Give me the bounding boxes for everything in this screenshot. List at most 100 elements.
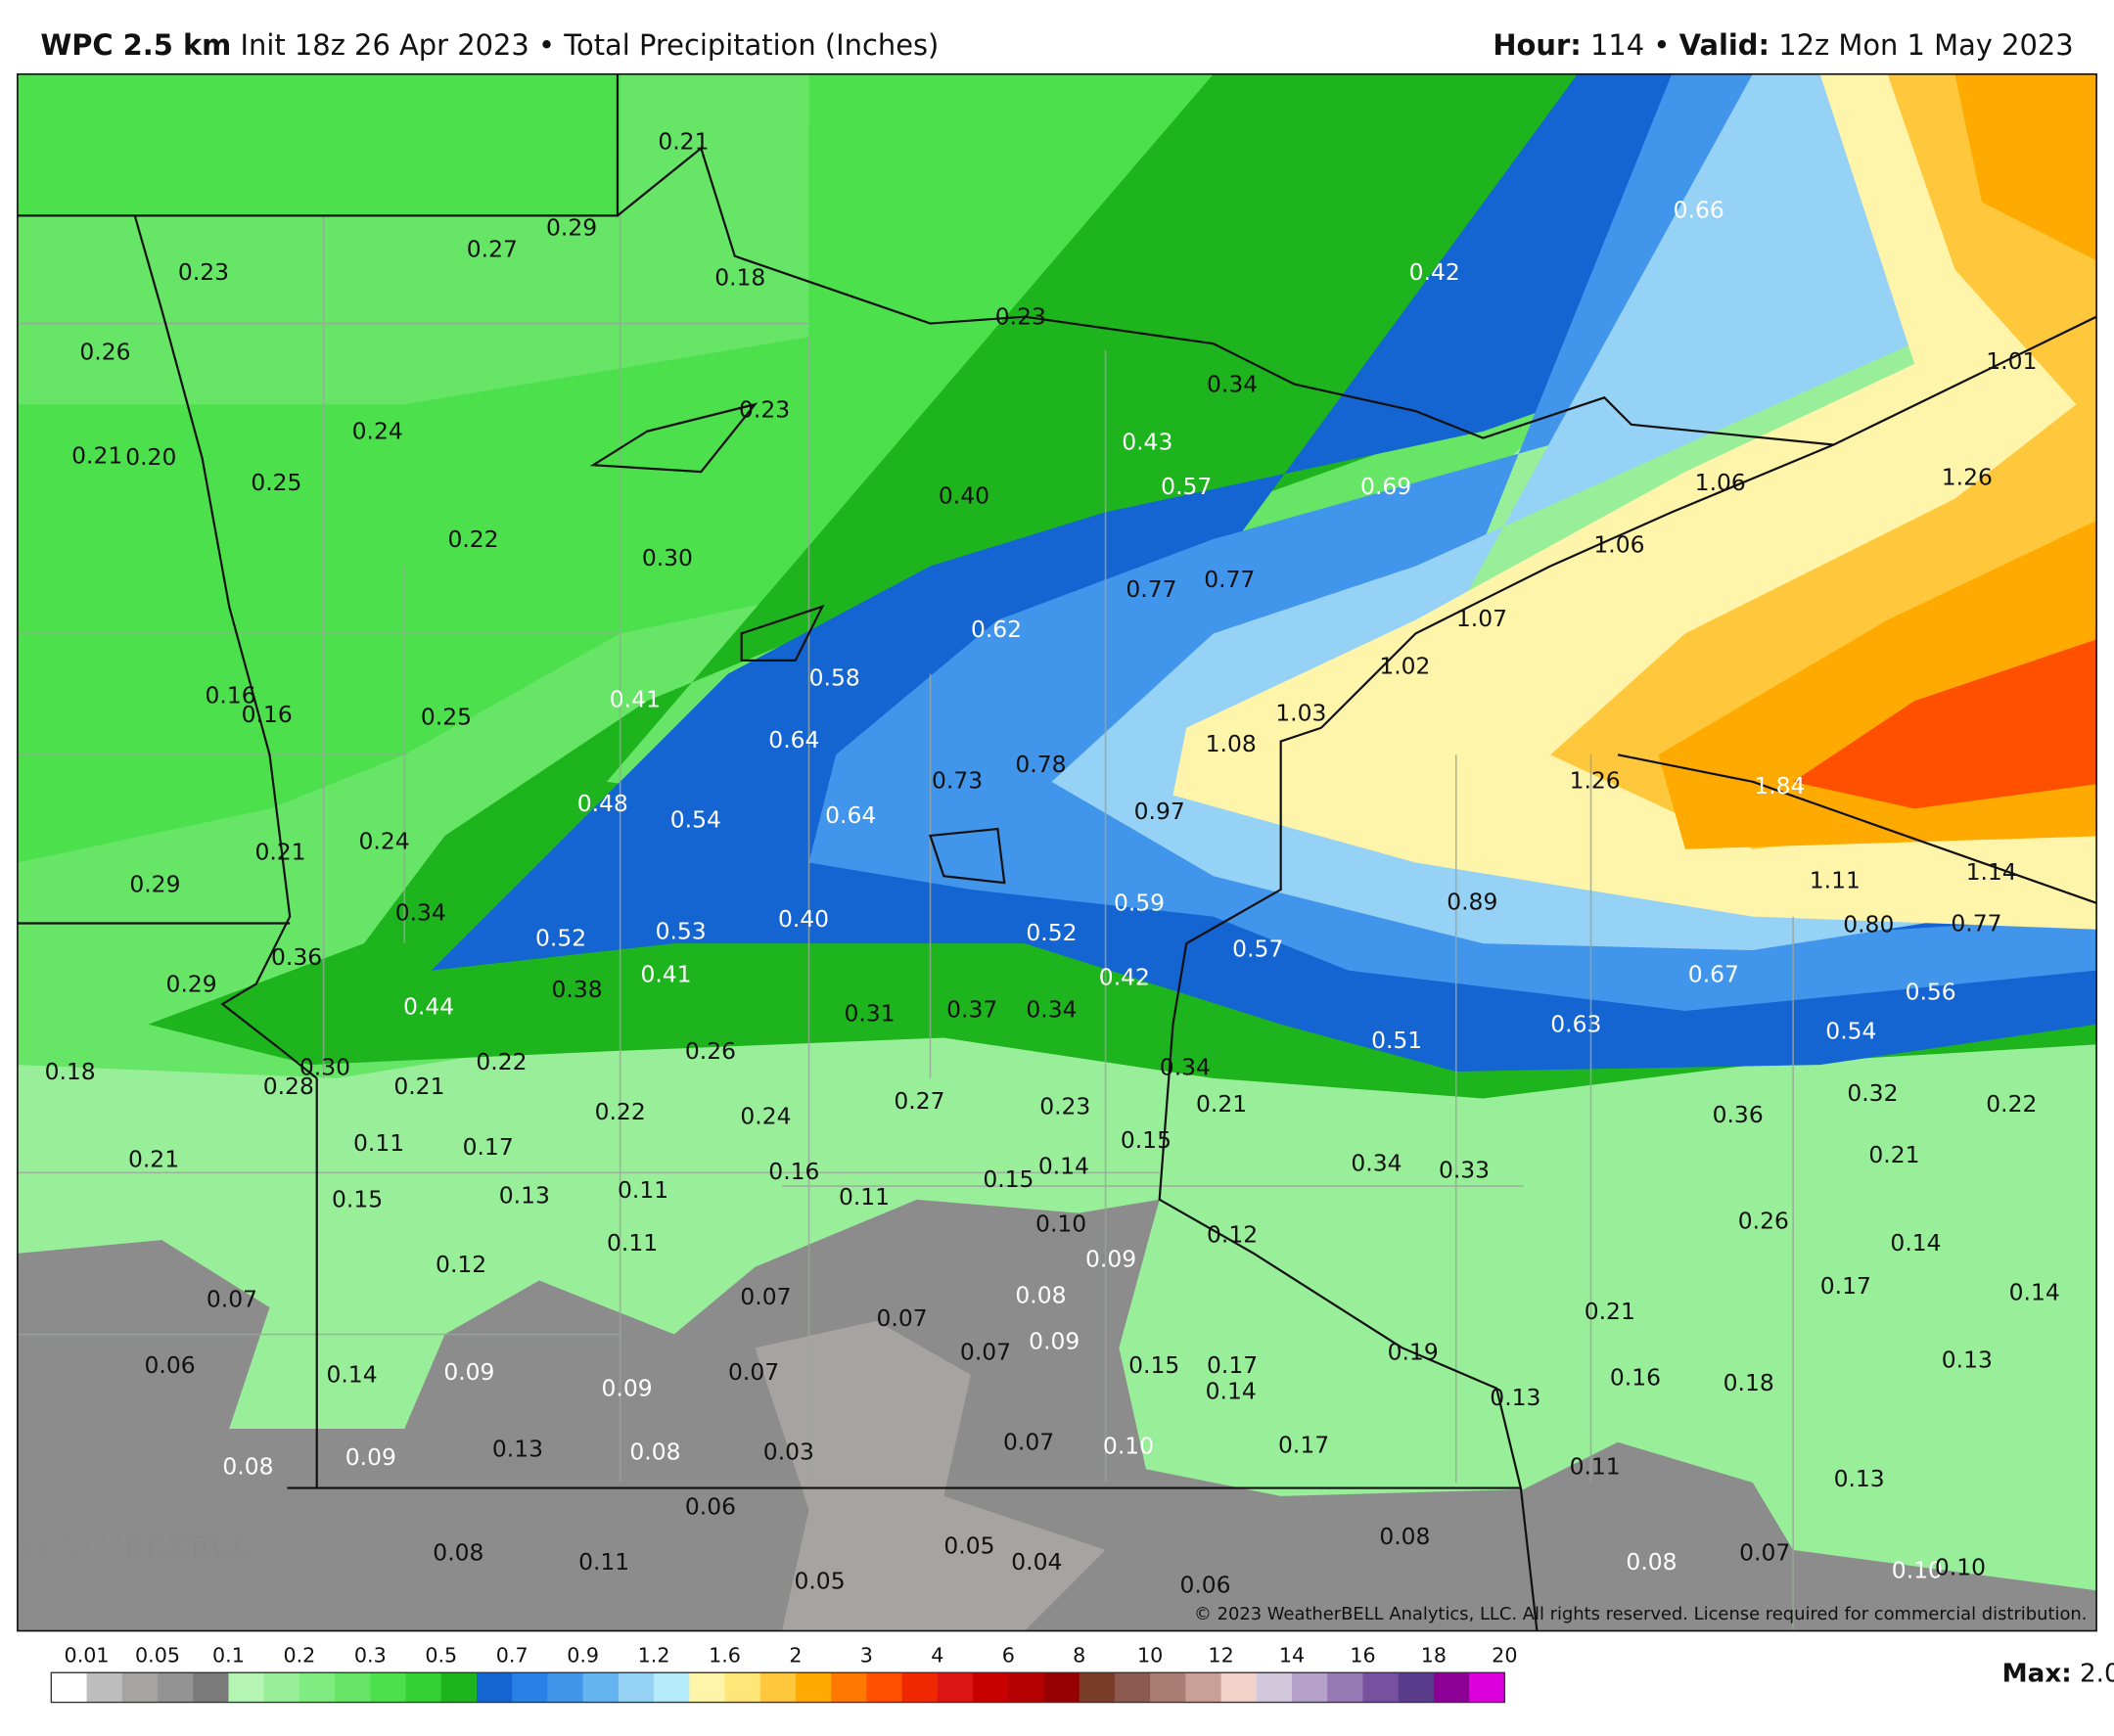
precip-label: 0.30 xyxy=(642,544,693,571)
precip-label: 0.09 xyxy=(443,1358,494,1386)
color-box xyxy=(724,1672,761,1703)
color-box xyxy=(1398,1672,1435,1703)
precip-label: 0.21 xyxy=(393,1073,444,1100)
precip-label: 0.41 xyxy=(640,961,691,988)
map: WEATHERBELL © 2023 WeatherBELL Analytics… xyxy=(17,73,2097,1631)
precip-label: 0.44 xyxy=(403,993,454,1021)
precip-label: 0.56 xyxy=(1906,979,1956,1006)
precip-label: 0.52 xyxy=(1026,919,1077,946)
precip-label: 0.18 xyxy=(45,1058,96,1085)
precip-label: 0.34 xyxy=(1351,1150,1402,1177)
legend-label: 1.6 xyxy=(709,1644,741,1667)
precip-label: 0.07 xyxy=(207,1286,257,1313)
color-box xyxy=(1150,1672,1186,1703)
precip-label: 0.11 xyxy=(1570,1452,1621,1480)
precip-label: 0.43 xyxy=(1122,429,1172,456)
precip-label: 0.12 xyxy=(436,1251,486,1278)
valid: 12z Mon 1 May 2023 xyxy=(1778,28,2073,62)
precip-label: 0.18 xyxy=(714,264,765,292)
precip-label: 0.51 xyxy=(1371,1027,1422,1054)
precip-label: 0.29 xyxy=(546,214,597,242)
hour: 114 xyxy=(1590,28,1644,62)
separator: • xyxy=(1653,28,1670,62)
color-box xyxy=(86,1672,123,1703)
precip-label: 0.20 xyxy=(125,443,176,471)
color-box xyxy=(1079,1672,1116,1703)
precip-label: 0.05 xyxy=(943,1532,994,1560)
legend-label: 0.2 xyxy=(283,1644,315,1667)
separator: • xyxy=(538,28,555,62)
precip-label: 0.28 xyxy=(263,1073,314,1100)
precip-label: 0.14 xyxy=(1206,1377,1257,1404)
valid-label: Valid: xyxy=(1679,28,1769,62)
precip-label: 0.22 xyxy=(595,1098,646,1125)
color-box xyxy=(654,1672,690,1703)
legend-label: 8 xyxy=(1073,1644,1085,1667)
color-box xyxy=(1185,1672,1222,1703)
precip-label: 0.07 xyxy=(1003,1429,1054,1456)
color-box xyxy=(1433,1672,1470,1703)
color-box xyxy=(937,1672,974,1703)
precip-label: 1.08 xyxy=(1206,730,1257,757)
precip-label: 0.22 xyxy=(447,525,498,553)
precip-label: 0.80 xyxy=(1843,911,1894,938)
precip-label: 0.33 xyxy=(1439,1156,1490,1183)
precip-label: 1.06 xyxy=(1593,530,1644,558)
map-frame xyxy=(17,72,2097,1632)
precip-label: 0.07 xyxy=(960,1338,1011,1365)
precip-label: 0.97 xyxy=(1134,798,1185,825)
precip-label: 0.23 xyxy=(739,396,790,424)
field xyxy=(1658,73,2097,849)
copyright: © 2023 WeatherBELL Analytics, LLC. All r… xyxy=(1194,1604,2087,1624)
legend-label: 6 xyxy=(1002,1644,1015,1667)
precip-label: 0.09 xyxy=(1029,1327,1080,1354)
precip-label: 0.27 xyxy=(894,1087,944,1115)
precip-label: 0.23 xyxy=(178,258,229,286)
precip-label: 0.21 xyxy=(254,838,305,865)
precip-label: 0.10 xyxy=(1935,1554,1986,1581)
color-box xyxy=(158,1672,194,1703)
precip-label: 0.67 xyxy=(1688,961,1739,988)
precip-label: 1.26 xyxy=(1570,766,1621,794)
precip-label: 0.21 xyxy=(1585,1298,1635,1325)
precip-label: 0.13 xyxy=(1490,1384,1540,1411)
precip-label: 0.13 xyxy=(499,1182,550,1210)
precip-label: 0.16 xyxy=(205,682,255,709)
precip-label: 0.54 xyxy=(670,805,721,833)
precip-label: 0.66 xyxy=(1674,197,1724,224)
color-box xyxy=(759,1672,797,1703)
precip-label: 0.08 xyxy=(1379,1523,1430,1550)
color-box xyxy=(1008,1672,1044,1703)
precip-label: 0.06 xyxy=(145,1351,196,1379)
precip-label: 0.16 xyxy=(242,701,293,728)
precip-label: 0.34 xyxy=(1207,370,1258,397)
legend-label: 0.9 xyxy=(567,1644,599,1667)
colorbar-frame xyxy=(50,1671,1506,1704)
precip-label: 0.15 xyxy=(1121,1126,1172,1154)
precip-label: 0.15 xyxy=(332,1186,383,1213)
precip-label: 0.36 xyxy=(1713,1101,1764,1128)
precip-label: 0.22 xyxy=(1986,1090,2037,1118)
precip-label: 0.14 xyxy=(1038,1152,1089,1179)
color-box xyxy=(901,1672,939,1703)
precip-label: 0.11 xyxy=(353,1129,404,1157)
legend-label: 4 xyxy=(931,1644,943,1667)
hour-label: Hour: xyxy=(1493,28,1581,62)
precip-label: 0.23 xyxy=(995,303,1046,331)
precip-label: 0.06 xyxy=(685,1493,736,1521)
color-box xyxy=(618,1672,655,1703)
precip-label: 0.18 xyxy=(1723,1369,1774,1396)
color-box xyxy=(440,1672,478,1703)
precip-label: 0.53 xyxy=(656,918,707,945)
precip-label: 0.22 xyxy=(476,1048,527,1075)
color-box xyxy=(1362,1672,1400,1703)
precip-label: 0.14 xyxy=(1890,1229,1941,1256)
max-label: Max: xyxy=(2002,1659,2072,1688)
legend-label: 20 xyxy=(1492,1644,1517,1667)
precip-label: 1.14 xyxy=(1966,858,2017,886)
precip-label: 0.21 xyxy=(658,127,709,155)
precip-label: 0.17 xyxy=(1820,1272,1871,1300)
precip-label: 0.09 xyxy=(1085,1245,1136,1272)
precip-label: 0.16 xyxy=(768,1158,819,1185)
precip-label: 0.06 xyxy=(1179,1572,1230,1599)
